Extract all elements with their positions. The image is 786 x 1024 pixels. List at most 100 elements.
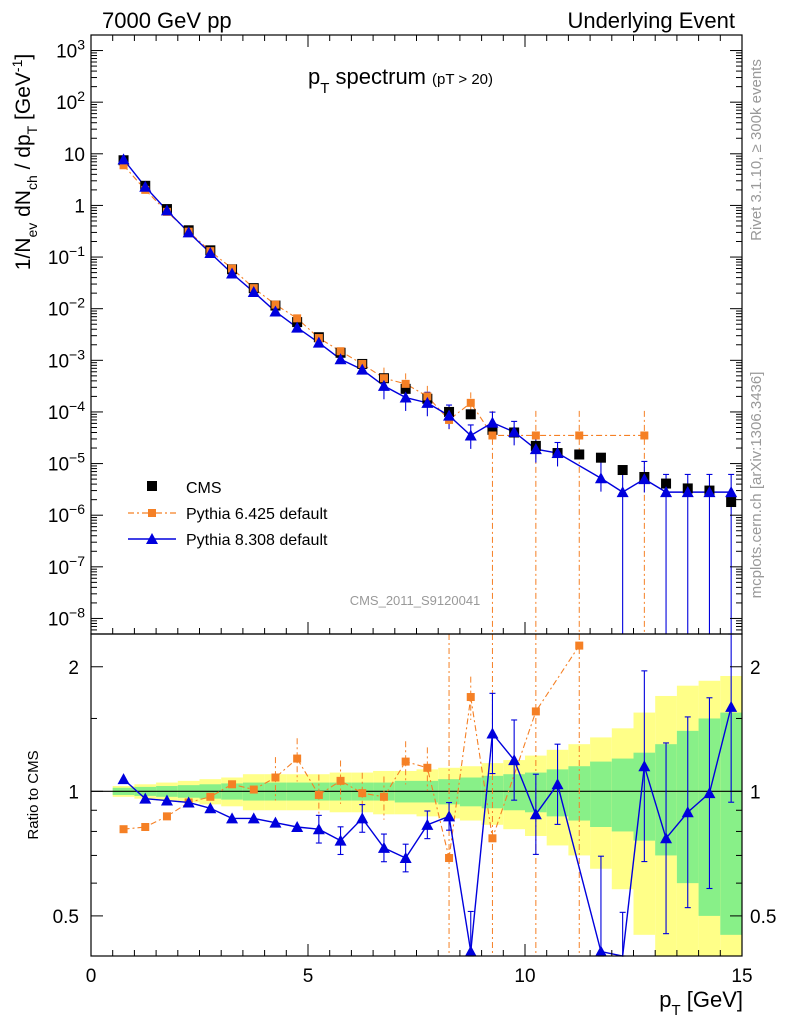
pythia6-point (466, 398, 475, 407)
pythia8-point (551, 447, 564, 459)
ratio-pythia8-point (681, 806, 694, 818)
pythia6-point (293, 314, 302, 323)
ratio-pythia6-point (293, 754, 302, 763)
pythia8-point (182, 226, 195, 238)
mcplots-label: mcplots.cern.ch [arXiv:1306.3436] (748, 372, 765, 599)
ratio-pythia8-point (226, 812, 239, 824)
cms-point (574, 449, 585, 460)
ratio-pythia8-point (356, 812, 369, 824)
band-inner (720, 712, 742, 935)
pythia8-point (725, 486, 738, 498)
ratio-y-tick-label-right: 2 (750, 658, 761, 679)
pythia8-point (443, 409, 456, 421)
pythia6-point (379, 374, 388, 383)
pythia8-line (123, 158, 732, 493)
pythia8-point (508, 425, 521, 437)
cms-point (617, 465, 628, 476)
ratio-y-tick-label-right: 0.5 (750, 907, 776, 928)
pythia8-point (681, 486, 694, 498)
ratio-pythia6-point (228, 780, 237, 789)
analysis-id: CMS_2011_S9120041 (350, 593, 481, 608)
header-right: Underlying Event (567, 8, 735, 33)
x-axis-label: pT [GeV] (659, 987, 743, 1019)
pythia8-point (399, 391, 412, 403)
main-y-tick-label: 10−3 (48, 346, 85, 372)
band-inner (611, 758, 634, 832)
ratio-pythia8-point (139, 792, 152, 804)
pythia6-point (271, 300, 280, 309)
pythia8-point (377, 379, 390, 391)
x-tick-label: 0 (86, 966, 97, 987)
pythia8-point (464, 429, 477, 441)
pythia8-point (703, 486, 716, 498)
pythia8-point (594, 472, 607, 484)
legend-marker-pythia8 (146, 533, 158, 544)
cms-point (465, 409, 476, 420)
ratio-pythia8-point (312, 823, 325, 835)
ratio-pythia8-point (421, 818, 434, 830)
cms-point (400, 383, 411, 394)
ratio-pythia8-point (486, 727, 499, 739)
main-y-tick-label: 103 (56, 37, 85, 63)
header-left: 7000 GeV pp (102, 8, 232, 33)
ratio-pythia8-point (269, 816, 282, 828)
ratio-pythia6-point (531, 707, 540, 716)
ratio-pythia6-point (336, 776, 345, 785)
ratio-pythia8-line (123, 706, 732, 957)
ratio-y-tick-label-right: 1 (750, 782, 761, 803)
main-y-tick-label: 10−8 (48, 604, 85, 630)
main-y-tick-label: 102 (56, 88, 85, 114)
band-inner (590, 761, 612, 827)
pythia6-point (488, 431, 497, 440)
main-y-tick-label: 10−6 (48, 501, 85, 527)
ratio-pythia6-point (162, 812, 171, 821)
ratio-pythia6-point (401, 757, 410, 766)
ratio-pythia6-point (271, 773, 280, 782)
pythia6-point (531, 431, 540, 440)
pythia6-point (640, 431, 649, 440)
pythia6-point (401, 379, 410, 388)
ratio-pythia6-point (423, 763, 432, 772)
legend-marker-cms (147, 481, 157, 491)
main-y-tick-label: 1 (74, 196, 85, 217)
ratio-pythia8-point (377, 841, 390, 853)
cms-point (726, 497, 737, 508)
pythia8-point (269, 305, 282, 317)
pythia8-point (117, 153, 130, 165)
pythia8-point (356, 363, 369, 375)
pythia8-point (139, 180, 152, 192)
cms-point (661, 478, 672, 489)
legend-marker-pythia6 (148, 509, 156, 517)
ratio-pythia8-point (443, 810, 456, 822)
ratio-pythia6-point (466, 693, 475, 702)
pythia8-point (334, 353, 347, 365)
ratio-pythia8-point (703, 787, 716, 799)
legend-label-pythia8: Pythia 8.308 default (186, 532, 328, 549)
cms-point (487, 424, 498, 435)
ratio-pythia6-point (249, 785, 258, 794)
ratio-pythia8-point (182, 796, 195, 808)
pythia8-point (160, 204, 173, 216)
ratio-pythia6-point (358, 789, 367, 798)
main-y-tick-label: 10−2 (48, 295, 85, 321)
ratio-y-label: Ratio to CMS (25, 750, 42, 839)
pythia6-point (336, 347, 345, 356)
pythia8-point (421, 396, 434, 408)
ratio-pythia6-point (488, 834, 497, 843)
legend-label-cms: CMS (186, 480, 222, 497)
pythia8-point (204, 246, 217, 258)
pythia8-point (312, 336, 325, 348)
ratio-pythia8-point (117, 773, 130, 785)
pythia8-point (226, 267, 239, 279)
ratio-pythia8-point (334, 834, 347, 846)
x-tick-label: 5 (303, 966, 314, 987)
ratio-y-tick-label: 0.5 (53, 907, 79, 928)
pythia6-point (423, 392, 432, 401)
main-y-tick-label: 10 (64, 145, 85, 166)
ratio-y-tick-label: 1 (68, 782, 79, 803)
pythia6-point (575, 431, 584, 440)
pythia6-line (123, 164, 645, 437)
x-tick-label: 10 (514, 966, 535, 987)
pythia8-point (529, 443, 542, 455)
ratio-pythia6-point (379, 792, 388, 801)
